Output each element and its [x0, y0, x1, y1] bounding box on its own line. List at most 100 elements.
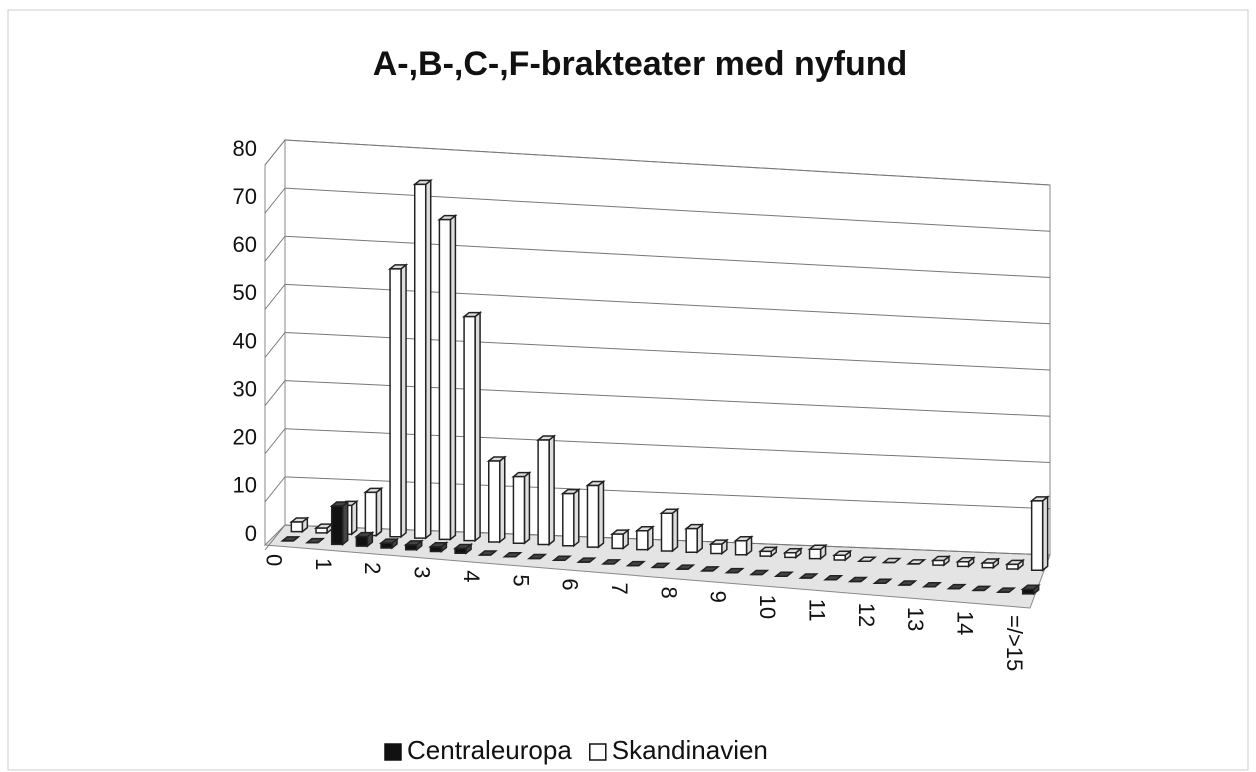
y-tick-label: 0 [245, 521, 257, 546]
bar [378, 537, 400, 550]
bar [971, 585, 992, 592]
bar-front [438, 218, 452, 541]
grid-line [284, 283, 1051, 325]
x-tick-label: 13 [903, 607, 928, 631]
bar [576, 557, 597, 563]
grid-line [284, 332, 1051, 371]
grid-line [284, 139, 1051, 186]
x-tick-label: 12 [854, 603, 879, 627]
bar [412, 178, 433, 540]
bar-front [454, 547, 467, 554]
legend-label: Skandinavien [612, 735, 768, 765]
x-tick-label: 2 [360, 562, 385, 574]
bar [437, 214, 458, 541]
legend-swatch [384, 743, 402, 761]
x-tick-label: 5 [508, 574, 533, 586]
x-tick-label: 9 [706, 591, 731, 603]
y-tick-label: 80 [233, 136, 257, 161]
bar [1004, 558, 1026, 571]
x-tick-label: 14 [952, 611, 977, 635]
bar [551, 555, 572, 562]
bar-front [611, 533, 624, 550]
grid-line [264, 380, 286, 406]
bar [930, 554, 952, 567]
bar [847, 576, 869, 583]
bar-front [562, 492, 575, 547]
bar [684, 523, 705, 554]
bar-front [759, 550, 772, 557]
bar-front [488, 460, 501, 543]
bar [699, 566, 720, 572]
bar-front [956, 560, 970, 568]
bar [708, 538, 729, 556]
bar-front [429, 545, 443, 553]
y-tick-label: 50 [233, 280, 257, 305]
bar-front [380, 542, 393, 549]
bar-front [330, 505, 344, 546]
bar-front [685, 527, 698, 553]
bar [289, 516, 310, 534]
grid-line [264, 524, 286, 551]
bar-front [636, 530, 649, 551]
bar [807, 543, 828, 561]
bar-front [784, 551, 797, 559]
bar [585, 479, 606, 549]
chart-title: A-,B-,C-,F-brakteater med nyfund [373, 45, 908, 83]
y-tick-label: 20 [233, 425, 257, 450]
x-tick-label: 3 [410, 566, 435, 578]
x-tick-label: 4 [459, 570, 484, 582]
bar-front [808, 548, 822, 560]
bar-front [537, 439, 550, 546]
bar [1020, 583, 1041, 596]
bar [313, 522, 335, 535]
bar-front [1030, 500, 1044, 572]
bar [304, 537, 326, 544]
bar-front [1021, 588, 1035, 595]
grid-line [264, 476, 286, 503]
legend-label: Centraleuropa [407, 735, 572, 765]
bar [955, 556, 976, 568]
bar [798, 573, 819, 579]
legend-swatch [589, 743, 607, 761]
bar [452, 542, 474, 555]
bar [486, 455, 507, 544]
bar-front [660, 512, 674, 552]
bar-front [463, 315, 476, 542]
bar [995, 587, 1017, 593]
bar-front [355, 535, 369, 547]
bar [856, 556, 878, 562]
bar [403, 539, 424, 552]
bar [650, 562, 671, 569]
x-tick-label: 6 [558, 578, 583, 590]
bar [502, 552, 523, 558]
bar [560, 488, 581, 548]
bar [634, 525, 655, 552]
bar [675, 564, 696, 570]
grid-line [284, 428, 1051, 463]
x-tick-label: 10 [755, 595, 780, 619]
bar [782, 547, 804, 559]
bar [921, 582, 943, 588]
y-tick-label: 60 [233, 232, 257, 257]
y-tick-label: 10 [233, 473, 257, 498]
bar [428, 541, 449, 554]
grid-line [264, 187, 286, 214]
x-tick-label: 0 [262, 554, 287, 566]
bar [526, 553, 548, 560]
bar [363, 486, 384, 538]
bar [823, 574, 844, 581]
bar [387, 263, 409, 539]
bar [535, 434, 557, 547]
bar [461, 311, 483, 543]
bar-front [364, 491, 378, 537]
bar [1029, 495, 1050, 572]
bar [659, 507, 680, 553]
y-tick-label: 30 [233, 376, 257, 401]
bar-front [586, 484, 600, 548]
bar [773, 571, 795, 577]
bar [625, 560, 646, 567]
bar [610, 528, 631, 550]
x-tick-label: 1 [311, 558, 336, 570]
grid-line [284, 187, 1051, 232]
